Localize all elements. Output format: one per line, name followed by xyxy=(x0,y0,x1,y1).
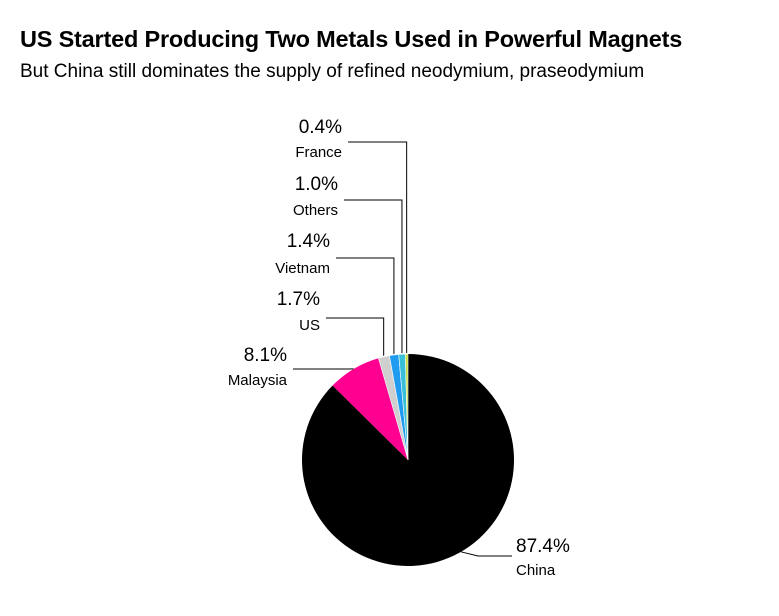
label-group-us: 1.7% US xyxy=(277,289,385,356)
category-label-us: US xyxy=(299,317,320,334)
data-label-us: 1.7% xyxy=(277,289,320,310)
data-label-vietnam: 1.4% xyxy=(287,231,330,252)
leader-line-us xyxy=(326,317,385,356)
chart-subtitle: But China still dominates the supply of … xyxy=(20,61,645,82)
category-label-vietnam: Vietnam xyxy=(275,260,330,277)
category-label-china: China xyxy=(516,562,556,579)
leader-line-china xyxy=(460,551,512,557)
data-label-others: 1.0% xyxy=(295,174,338,195)
data-label-malaysia: 8.1% xyxy=(244,345,287,366)
pie-slice-france xyxy=(405,353,409,461)
label-group-france: 0.4% France xyxy=(295,117,408,354)
category-label-france: France xyxy=(295,144,342,161)
leader-line-vietnam xyxy=(336,257,395,354)
category-label-others: Others xyxy=(293,202,338,219)
data-label-france: 0.4% xyxy=(299,117,342,138)
chart-title: US Started Producing Two Metals Used in … xyxy=(20,26,683,52)
leader-line-others xyxy=(344,199,403,354)
label-group-vietnam: 1.4% Vietnam xyxy=(275,231,395,354)
label-group-china: 87.4% China xyxy=(460,536,570,579)
category-label-malaysia: Malaysia xyxy=(228,372,288,389)
label-group-others: 1.0% Others xyxy=(293,174,403,354)
leader-line-france xyxy=(348,141,408,354)
data-label-china: 87.4% xyxy=(516,536,570,557)
label-group-malaysia: 8.1% Malaysia xyxy=(228,345,354,389)
pie-slice-malaysia xyxy=(332,358,408,460)
